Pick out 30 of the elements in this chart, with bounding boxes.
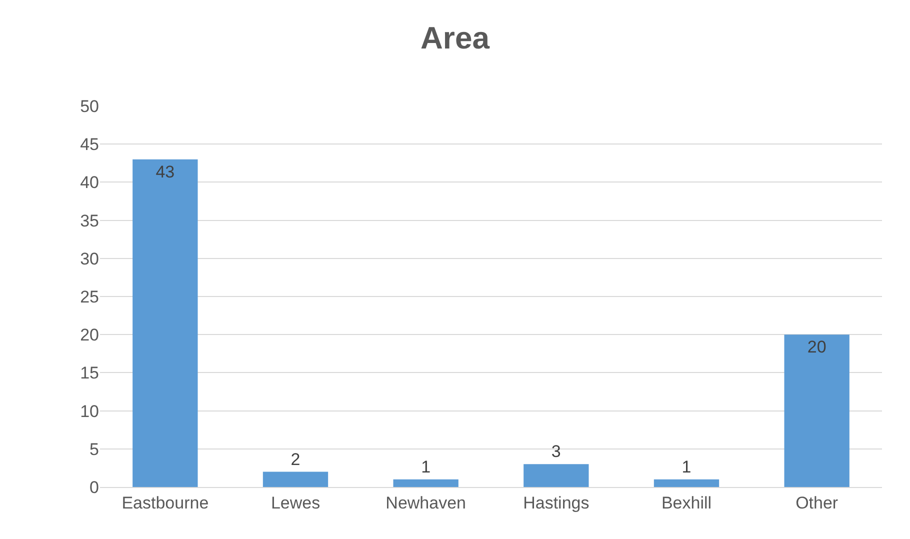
bar xyxy=(393,479,458,487)
y-tick-label: 30 xyxy=(80,249,99,268)
x-tick-label: Bexhill xyxy=(661,493,712,512)
y-tick-label: 35 xyxy=(80,211,99,230)
data-label: 3 xyxy=(551,442,561,462)
data-label: 43 xyxy=(156,162,175,182)
x-tick-label: Eastbourne xyxy=(122,493,209,512)
data-label: 2 xyxy=(290,450,300,469)
y-tick-label: 15 xyxy=(80,364,99,383)
bar xyxy=(132,159,198,487)
y-tick-label: 50 xyxy=(80,96,99,116)
y-tick-label: 20 xyxy=(80,326,99,345)
bar xyxy=(654,479,720,487)
x-tick-label: Lewes xyxy=(270,493,320,512)
y-tick-label: 5 xyxy=(90,440,99,459)
bar xyxy=(784,334,850,487)
y-tick-label: 25 xyxy=(80,287,99,306)
y-tick-label: 45 xyxy=(80,135,99,154)
x-tick-label: Newhaven xyxy=(386,493,466,512)
data-label: 1 xyxy=(421,457,431,476)
y-tick-label: 10 xyxy=(80,402,99,421)
chart-title: Area xyxy=(420,20,490,56)
bar xyxy=(262,472,328,487)
data-label: 20 xyxy=(807,338,826,357)
y-tick-label: 40 xyxy=(80,173,99,192)
y-tick-label: 0 xyxy=(90,478,99,497)
x-tick-label: Other xyxy=(796,493,838,512)
data-label: 1 xyxy=(682,457,692,476)
bar xyxy=(524,464,589,487)
x-tick-label: Hastings xyxy=(523,493,590,512)
